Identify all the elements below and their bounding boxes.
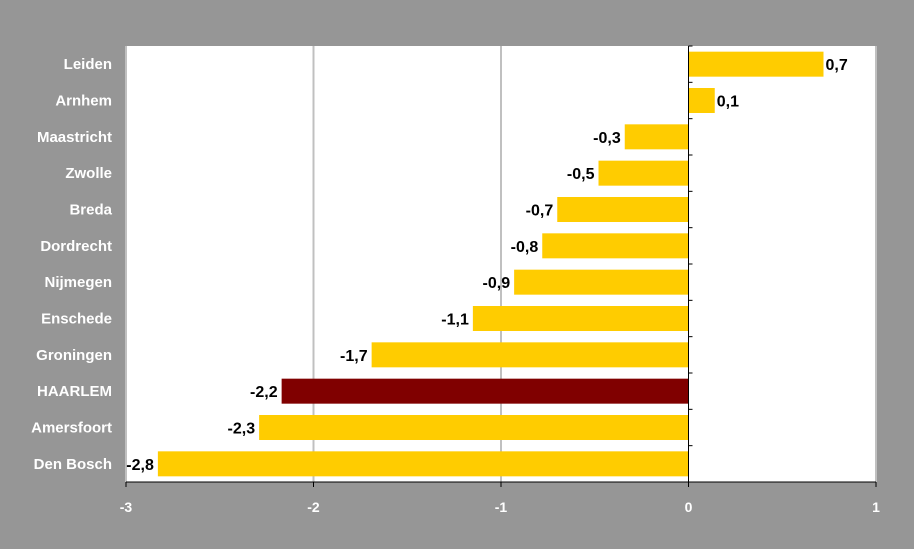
bar-zwolle bbox=[598, 160, 689, 186]
bar-maastricht bbox=[624, 124, 689, 150]
axes bbox=[125, 45, 877, 487]
value-label: -1,1 bbox=[441, 312, 469, 329]
bar-breda bbox=[557, 197, 689, 222]
x-tick-label: 1 bbox=[872, 499, 880, 515]
bar-amersfoort bbox=[259, 415, 689, 440]
value-label: -2,8 bbox=[126, 457, 154, 474]
category-label: Den Bosch bbox=[34, 456, 112, 473]
bar-enschede bbox=[472, 306, 689, 331]
bar-leiden bbox=[688, 51, 824, 77]
category-label: Groningen bbox=[36, 347, 112, 364]
bar-arnhem bbox=[688, 88, 715, 113]
gridlines bbox=[125, 46, 877, 482]
bar-den-bosch bbox=[157, 451, 689, 477]
value-label: -0,7 bbox=[526, 203, 554, 220]
category-label: HAARLEM bbox=[37, 383, 112, 400]
category-label: Nijmegen bbox=[44, 274, 112, 291]
category-label: Arnhem bbox=[55, 93, 112, 110]
x-tick-label: -1 bbox=[495, 499, 508, 515]
x-tick-label: -2 bbox=[307, 499, 320, 515]
bars bbox=[157, 51, 824, 477]
x-tick-label: 0 bbox=[685, 499, 693, 515]
category-label: Breda bbox=[69, 202, 112, 219]
value-label: -2,2 bbox=[250, 384, 278, 401]
category-label: Enschede bbox=[41, 311, 112, 328]
value-label: -0,3 bbox=[593, 130, 621, 147]
value-label: -0,8 bbox=[511, 239, 539, 256]
value-label: 0,1 bbox=[717, 94, 739, 111]
category-label: Amersfoort bbox=[31, 420, 112, 437]
value-label: -1,7 bbox=[340, 348, 368, 365]
value-label: -0,9 bbox=[483, 275, 511, 292]
bar-dordrecht bbox=[542, 233, 689, 259]
value-label: -0,5 bbox=[567, 166, 595, 183]
labels: -3 -2 -1 0 1 Leiden 0,7 Arnhem 0,1 Maastricht -0,3… bbox=[31, 56, 880, 515]
category-label: Dordrecht bbox=[40, 238, 112, 255]
value-label: -2,3 bbox=[228, 421, 256, 438]
bar-haarlem bbox=[281, 378, 689, 404]
category-label: Zwolle bbox=[65, 165, 112, 182]
x-tick-label: -3 bbox=[120, 499, 133, 515]
value-label: 0,7 bbox=[826, 57, 848, 74]
category-label: Maastricht bbox=[37, 129, 112, 146]
bar-groningen bbox=[371, 342, 689, 368]
category-label: Leiden bbox=[64, 56, 112, 73]
bar-nijmegen bbox=[514, 269, 689, 295]
